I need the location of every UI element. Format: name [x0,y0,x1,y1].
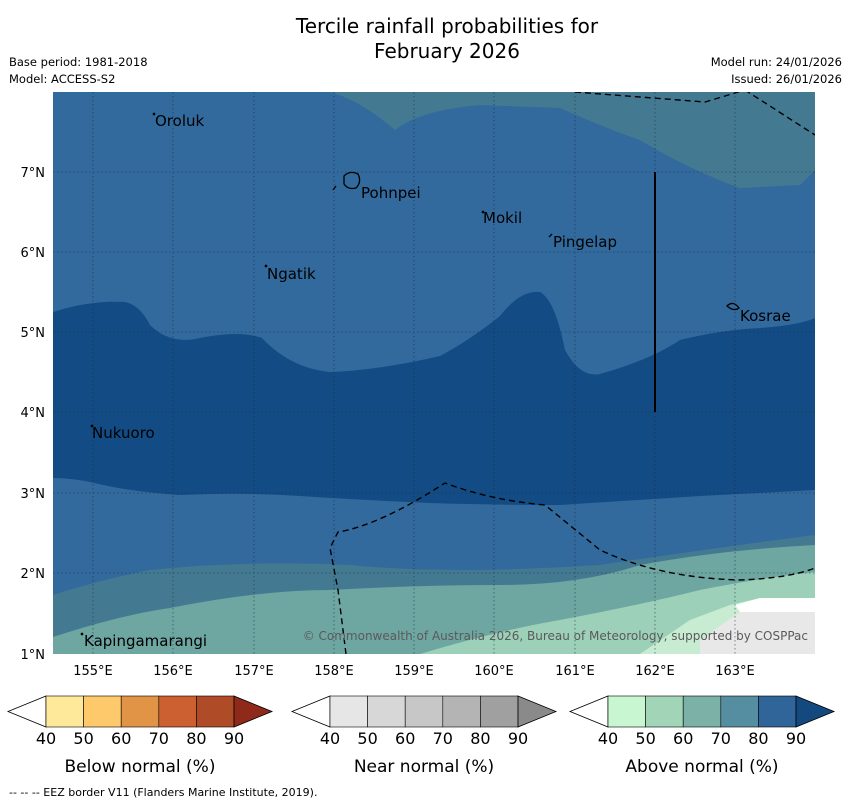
colorbar-segment [329,695,368,728]
model-run: Model run: 24/01/2026 [710,55,842,69]
colorbar-segment [607,695,646,728]
colorbar-tick: 80 [748,729,768,748]
colorbar-segment [158,695,197,728]
probability-fill [53,92,815,654]
colorbar-extend-high [795,695,836,728]
lon-label: 156°E [153,664,193,679]
lon-label: 155°E [73,664,113,679]
lon-label: 159°E [394,664,434,679]
colorbar-extend-low [6,695,47,728]
colorbar-tick: 50 [635,729,655,748]
colorbar-tick: 60 [673,729,693,748]
colorbar-tick: 80 [186,729,206,748]
colorbar-label: Below normal (%) [65,757,216,777]
place-oroluk: Oroluk [155,112,204,130]
meta-left: Base period: 1981-2018 Model: ACCESS-S2 [9,54,148,88]
colorbar-tick: 60 [395,729,415,748]
colorbar-tick: 70 [149,729,169,748]
place-kosrae: Kosrae [740,307,791,325]
lon-label: 158°E [314,664,354,679]
lon-label: 160°E [474,664,514,679]
place-ngatik: Ngatik [267,265,316,283]
island-outlines [80,112,740,636]
colorbar-segment [367,695,406,728]
colorbars: 40 50 60 70 80 90 Below normal (%) 40 50 60 70 80 90… [6,695,836,777]
colorbar-1: 40 50 60 70 80 90 Below normal (%) [6,695,274,777]
colorbar-label: Above normal (%) [625,757,778,777]
colorbar-tick: 70 [711,729,731,748]
colorbar-segment [404,695,444,728]
colorbar-segment [758,695,797,728]
lon-label: 162°E [635,664,675,679]
colorbar-extend-low [290,695,331,728]
copyright-notice: © Commonwealth of Australia 2026, Bureau… [303,629,808,643]
lon-label: 163°E [715,664,755,679]
kosrae-island [726,302,740,311]
colorbar-tick: 90 [508,729,528,748]
lat-label: 5°N [21,326,46,341]
white-patch [735,598,815,612]
colorbar-extend-high [233,695,274,728]
place-pingelap: Pingelap [553,233,617,251]
title-line-1: Tercile rainfall probabilities for [295,14,599,38]
colorbar-tick: 90 [224,729,244,748]
colorbar-tick: 50 [73,729,93,748]
lat-label: 3°N [21,487,46,502]
colorbar-segment [196,695,235,728]
axis-labels: 155°E 156°E 157°E 158°E 159°E 160°E 161°E 162°E… [21,166,755,679]
colorbar-segment [645,695,684,728]
colorbar-segment [45,695,84,728]
place-kapingamarangi: Kapingamarangi [84,632,207,650]
colorbar-segment [480,695,519,728]
lat-label: 2°N [21,567,46,582]
place-labels: Oroluk Pohnpei Mokil Pingelap Ngatik Kos… [84,112,791,650]
ant-atoll [332,185,337,191]
colorbar-segment [83,695,122,728]
colorbar-tick: 80 [470,729,490,748]
colorbar-extend-low [568,695,609,728]
colorbar-tick: 40 [320,729,340,748]
lat-label: 6°N [21,246,46,261]
colorbar-segment [442,695,481,728]
lat-label: 4°N [21,406,46,421]
place-mokil: Mokil [483,209,522,227]
colorbar-tick: 40 [598,729,618,748]
base-period: Base period: 1981-2018 [9,55,148,69]
place-nukuoro: Nukuoro [92,424,155,442]
lon-label: 157°E [234,664,274,679]
colorbar-3: 40 50 60 70 80 90 Above normal (%) [568,695,836,777]
map-title: Tercile rainfall probabilities for Febru… [0,14,850,64]
colorbar-segment [120,695,160,728]
colorbar-segment [682,695,722,728]
colorbar-tick: 60 [111,729,131,748]
colorbar-label: Near normal (%) [354,757,494,777]
model-name: Model: ACCESS-S2 [9,72,116,86]
colorbar-2: 40 50 60 70 80 90 Near normal (%) [290,695,558,777]
colorbar-segment [720,695,759,728]
colorbar-tick: 70 [433,729,453,748]
eez-footnote: -- -- -- EEZ border V11 (Flanders Marine… [9,786,318,799]
colorbar-tick: 50 [357,729,377,748]
title-line-2: February 2026 [374,39,520,63]
meta-right: Model run: 24/01/2026 Issued: 26/01/2026 [711,54,842,88]
band-above-90 [53,291,815,505]
colorbar-tick: 40 [36,729,56,748]
colorbar-extend-high [517,695,558,728]
lat-label: 1°N [21,648,46,663]
place-pohnpei: Pohnpei [361,184,421,202]
lon-label: 161°E [555,664,595,679]
colorbar-tick: 90 [786,729,806,748]
pohnpei-island [343,171,361,190]
lat-label: 7°N [21,166,46,181]
issued-date: Issued: 26/01/2026 [731,72,842,86]
eez-borders [329,92,815,654]
near-normal-patch [700,612,815,654]
